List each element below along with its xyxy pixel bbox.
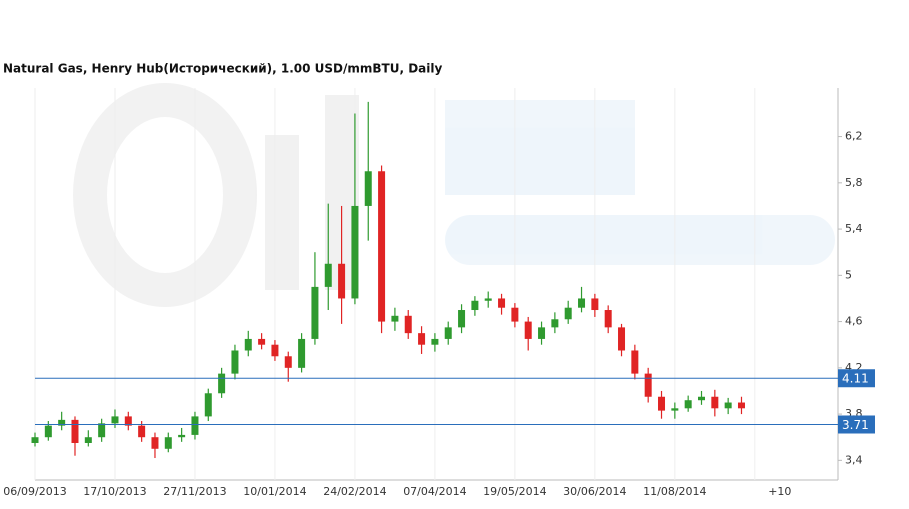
candle-body — [404, 315, 412, 334]
candle-body — [151, 437, 159, 449]
y-tick-label: 4,6 — [845, 315, 863, 328]
y-tick-label: 6,2 — [845, 130, 863, 143]
candle-body — [538, 327, 546, 339]
candle-body — [684, 400, 692, 409]
candle-body — [231, 350, 239, 374]
candle-body — [671, 408, 679, 411]
x-tick-label: 30/06/2014 — [563, 485, 626, 498]
candle-body — [244, 338, 252, 351]
candle-body — [737, 402, 745, 409]
candle-body — [111, 416, 119, 424]
candle-body — [391, 315, 399, 322]
candle-body — [444, 327, 452, 339]
candle-body — [191, 416, 199, 435]
candle-body — [418, 333, 426, 345]
x-tick-label: 19/05/2014 — [483, 485, 546, 498]
candle-body — [338, 263, 346, 299]
candle-body — [724, 402, 732, 409]
candle-body — [471, 300, 479, 311]
candle-body — [458, 310, 466, 328]
candle-body — [84, 437, 92, 443]
candle-body — [71, 419, 79, 443]
hline-label-box — [838, 369, 875, 388]
candle-body — [258, 338, 266, 345]
candle-body — [218, 373, 226, 394]
candle-body — [178, 434, 186, 438]
candle-body — [591, 298, 599, 311]
candle-body — [431, 338, 439, 345]
candle-body — [551, 319, 559, 328]
candle-body — [204, 393, 212, 417]
x-tick-label: 10/01/2014 — [243, 485, 306, 498]
candle-body — [378, 171, 386, 322]
candle-body — [511, 307, 519, 322]
x-tick-label: 07/04/2014 — [403, 485, 466, 498]
y-tick-label: 5,8 — [845, 176, 863, 189]
hline-label: 3.71 — [842, 418, 869, 432]
candle-body — [618, 327, 626, 351]
candle-body — [564, 307, 572, 320]
x-tick-label: 27/11/2013 — [163, 485, 226, 498]
candle-body — [284, 356, 292, 368]
chart-title: Natural Gas, Henry Hub(Исторический), 1.… — [3, 62, 443, 76]
candle-body — [578, 298, 586, 308]
candle-body — [58, 419, 66, 426]
y-tick-label: 3,4 — [845, 453, 863, 466]
candle-body — [298, 338, 306, 368]
candle-body — [484, 298, 492, 301]
candle-body — [631, 350, 639, 374]
candle-body — [31, 437, 39, 443]
x-tick-label: 17/10/2013 — [83, 485, 146, 498]
y-tick-label: 5,4 — [845, 222, 863, 235]
candle-body — [138, 425, 146, 438]
candle-body — [698, 396, 705, 401]
candle-body — [644, 373, 652, 397]
candle-body — [351, 205, 359, 299]
x-tick-label: 11/08/2014 — [643, 485, 706, 498]
candle-body — [604, 310, 612, 328]
x-tick-label: 06/09/2013 — [3, 485, 66, 498]
candle-body — [271, 344, 279, 357]
candle-body — [524, 321, 532, 339]
candle-body — [364, 171, 372, 206]
y-tick-label: 5 — [845, 268, 852, 281]
candle-body — [711, 396, 719, 409]
candle-body — [44, 425, 52, 438]
candle-body — [311, 286, 319, 339]
x-tick-label: +10 — [768, 485, 791, 498]
candle-body — [98, 423, 106, 438]
candle-body — [324, 263, 332, 287]
candle-body — [124, 416, 132, 426]
candle-body — [164, 437, 172, 449]
candle-body — [658, 396, 666, 411]
watermark — [73, 83, 835, 307]
x-tick-label: 24/02/2014 — [323, 485, 386, 498]
hline-label-box — [838, 415, 875, 434]
candle-body — [498, 298, 506, 308]
hline-label: 4.11 — [842, 372, 869, 386]
